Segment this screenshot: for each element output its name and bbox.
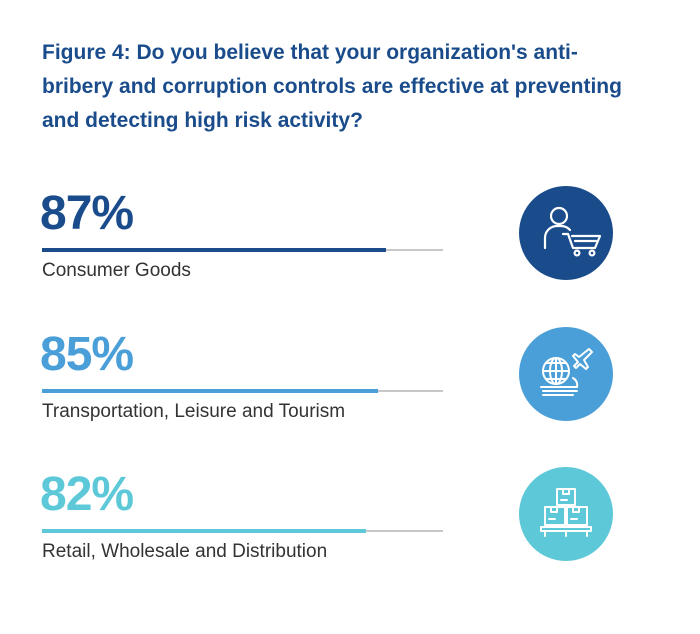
bar-track: [42, 248, 443, 252]
value-label: 82%: [40, 468, 134, 521]
bar: [42, 248, 386, 252]
stat-row-transportation: 85% Transportation, Leisure and Tourism: [0, 327, 700, 457]
shopper-cart-icon: [543, 206, 602, 257]
category-label: Consumer Goods: [42, 260, 191, 281]
boxes-pallet-icon: [540, 488, 592, 537]
chart-title: Figure 4: Do you believe that your organ…: [42, 41, 622, 132]
category-label: Transportation, Leisure and Tourism: [42, 401, 346, 422]
stat-row-retail: 82% Retail, Wholesale and Distribution: [0, 467, 700, 597]
icon-badge: [519, 467, 613, 561]
value-label: 85%: [40, 328, 134, 381]
icon-badge: [519, 186, 613, 280]
icon-badge: [519, 327, 613, 421]
bar-track: [42, 389, 443, 393]
globe-train-plane-icon: [540, 348, 593, 396]
stat-row-consumer-goods: 87% Consumer Goods: [0, 186, 700, 316]
bar-track: [42, 529, 443, 533]
bar: [42, 389, 378, 393]
bar: [42, 529, 366, 533]
value-label: 87%: [40, 187, 134, 240]
category-label: Retail, Wholesale and Distribution: [42, 541, 328, 562]
